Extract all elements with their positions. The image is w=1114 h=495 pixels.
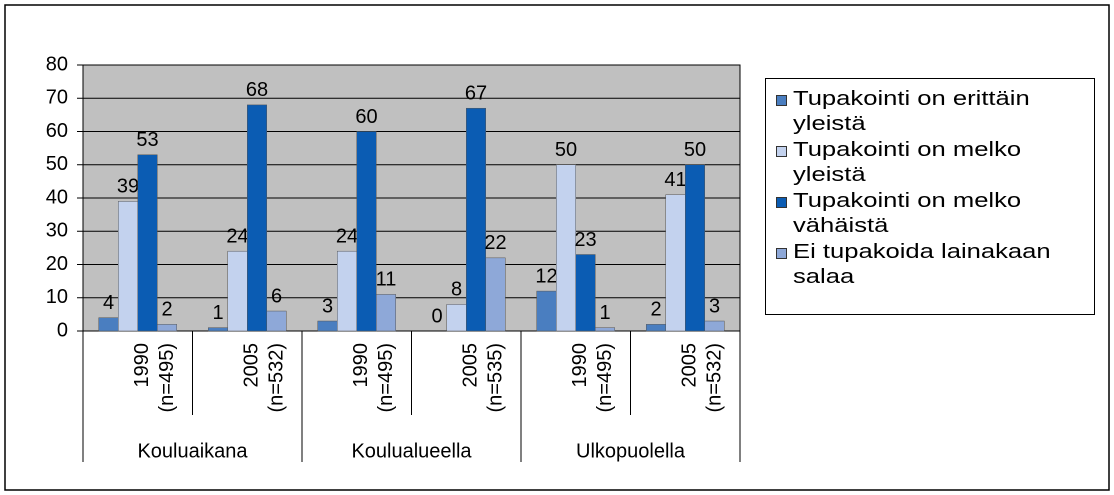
data-label: 12 xyxy=(535,265,557,287)
x-tick-label: (n=495) xyxy=(156,343,178,413)
x-tick-label: 2005 xyxy=(460,343,482,388)
data-label: 24 xyxy=(226,225,248,247)
bar xyxy=(227,250,248,332)
y-tick-label: 80 xyxy=(46,53,68,75)
y-tick-label: 0 xyxy=(57,319,68,341)
data-label: 4 xyxy=(103,292,114,314)
bar xyxy=(595,327,615,332)
bar xyxy=(118,201,138,332)
legend-label: Tupakointi on melko yleistä xyxy=(793,139,1022,186)
bar xyxy=(98,317,119,332)
data-label: 50 xyxy=(555,139,577,161)
y-tick-label: 70 xyxy=(46,87,68,109)
bar xyxy=(247,104,267,332)
group-label: Koulualueella xyxy=(351,440,472,462)
data-label: 39 xyxy=(117,176,139,198)
bar xyxy=(208,327,228,332)
bar xyxy=(317,320,338,332)
y-tick-label: 10 xyxy=(46,286,68,308)
bar xyxy=(685,164,705,332)
data-label: 3 xyxy=(322,295,333,317)
bar xyxy=(466,107,486,332)
data-label: 0 xyxy=(431,305,442,327)
x-tick-label: (n=495) xyxy=(375,343,397,413)
y-tick-label: 60 xyxy=(46,120,68,142)
legend-entry: Tupakointi on erittäin yleistä xyxy=(776,87,1094,137)
x-tick-label: 2005 xyxy=(241,343,263,388)
x-tick-label: 1990 xyxy=(350,343,372,388)
chart-border xyxy=(4,4,1110,491)
data-label: 22 xyxy=(484,232,506,254)
data-label: 11 xyxy=(376,269,397,291)
data-label: 8 xyxy=(451,279,462,301)
data-label: 2 xyxy=(161,299,172,321)
x-tick-label: 1990 xyxy=(569,343,591,388)
legend-swatch xyxy=(776,197,787,208)
data-label: 1 xyxy=(599,302,610,324)
x-tick-label: (n=532) xyxy=(704,343,726,413)
data-label: 3 xyxy=(709,295,720,317)
bar xyxy=(665,194,686,332)
bar xyxy=(704,320,725,332)
legend: Tupakointi on erittäin yleistä Tupakointi… xyxy=(765,78,1095,315)
legend-swatch xyxy=(776,95,787,106)
data-label: 68 xyxy=(246,79,268,101)
data-label: 24 xyxy=(336,225,358,247)
group-label: Ulkopuolella xyxy=(576,440,686,462)
bar xyxy=(446,304,467,332)
x-tick-label: (n=535) xyxy=(485,343,507,413)
legend-label: Ei tupakoida lainakaan salaa xyxy=(793,241,1051,288)
bar xyxy=(376,294,396,332)
data-label: 53 xyxy=(136,129,158,151)
bar xyxy=(337,250,357,332)
legend-label: Tupakointi on melko vähäistä xyxy=(793,190,1022,237)
y-tick-label: 40 xyxy=(46,186,68,208)
legend-swatch xyxy=(776,248,787,259)
x-tick-label: (n=532) xyxy=(266,343,288,413)
x-tick-label: (n=495) xyxy=(594,343,616,413)
legend-label: Tupakointi on erittäin yleistä xyxy=(793,88,1030,135)
data-label: 1 xyxy=(212,302,223,324)
data-label: 23 xyxy=(574,229,596,251)
legend-swatch xyxy=(776,146,787,157)
x-tick-label: 1990 xyxy=(131,343,153,388)
bar xyxy=(556,164,576,332)
bar xyxy=(157,324,177,332)
x-tick-label: 2005 xyxy=(679,343,701,388)
bar xyxy=(575,254,596,332)
data-label: 50 xyxy=(684,139,706,161)
data-label: 60 xyxy=(355,106,377,128)
data-label: 67 xyxy=(465,83,487,105)
bar xyxy=(137,154,158,332)
data-label: 6 xyxy=(271,285,282,307)
data-label: 2 xyxy=(650,299,661,321)
legend-entry: Tupakointi on melko yleistä xyxy=(776,138,1094,188)
y-tick-label: 20 xyxy=(46,253,68,275)
y-tick-label: 50 xyxy=(46,153,68,175)
y-tick-label: 30 xyxy=(46,220,68,242)
bar xyxy=(356,131,377,332)
data-label: 41 xyxy=(664,169,686,191)
bar xyxy=(536,290,557,332)
legend-entry: Ei tupakoida lainakaan salaa xyxy=(776,240,1094,290)
bar xyxy=(485,257,506,332)
legend-entry: Tupakointi on melko vähäistä xyxy=(776,189,1094,239)
bar xyxy=(266,310,287,332)
bar xyxy=(646,324,666,332)
group-label: Kouluaikana xyxy=(137,440,248,462)
